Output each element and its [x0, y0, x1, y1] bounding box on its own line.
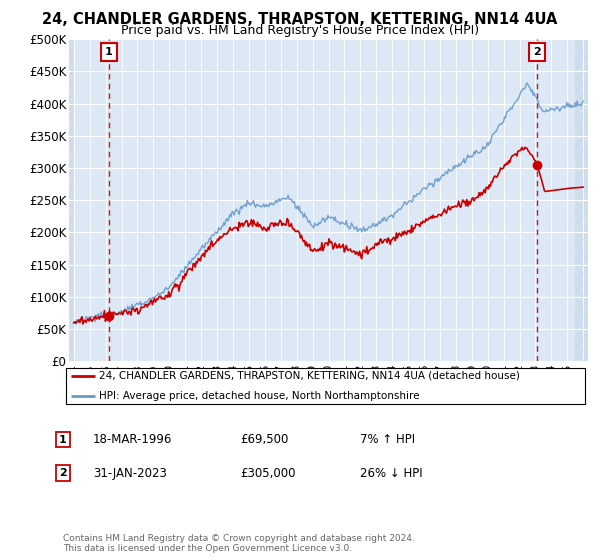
- Bar: [69, 39, 74, 361]
- Text: 31-JAN-2023: 31-JAN-2023: [93, 466, 167, 480]
- Text: £69,500: £69,500: [240, 433, 289, 446]
- Text: 24, CHANDLER GARDENS, THRAPSTON, KETTERING, NN14 4UA: 24, CHANDLER GARDENS, THRAPSTON, KETTERI…: [43, 12, 557, 27]
- Text: HPI: Average price, detached house, North Northamptonshire: HPI: Average price, detached house, Nort…: [98, 391, 419, 401]
- Bar: [575, 39, 588, 361]
- Text: Contains HM Land Registry data © Crown copyright and database right 2024.
This d: Contains HM Land Registry data © Crown c…: [63, 534, 415, 553]
- Text: 2: 2: [59, 468, 67, 478]
- Text: 1: 1: [105, 47, 113, 57]
- FancyBboxPatch shape: [65, 368, 586, 404]
- Text: 2: 2: [533, 47, 541, 57]
- Text: 26% ↓ HPI: 26% ↓ HPI: [360, 466, 422, 480]
- Text: 18-MAR-1996: 18-MAR-1996: [93, 433, 172, 446]
- Text: Price paid vs. HM Land Registry's House Price Index (HPI): Price paid vs. HM Land Registry's House …: [121, 24, 479, 36]
- Text: £305,000: £305,000: [240, 466, 296, 480]
- Text: 24, CHANDLER GARDENS, THRAPSTON, KETTERING, NN14 4UA (detached house): 24, CHANDLER GARDENS, THRAPSTON, KETTERI…: [98, 371, 520, 381]
- Text: 1: 1: [59, 435, 67, 445]
- Text: 7% ↑ HPI: 7% ↑ HPI: [360, 433, 415, 446]
